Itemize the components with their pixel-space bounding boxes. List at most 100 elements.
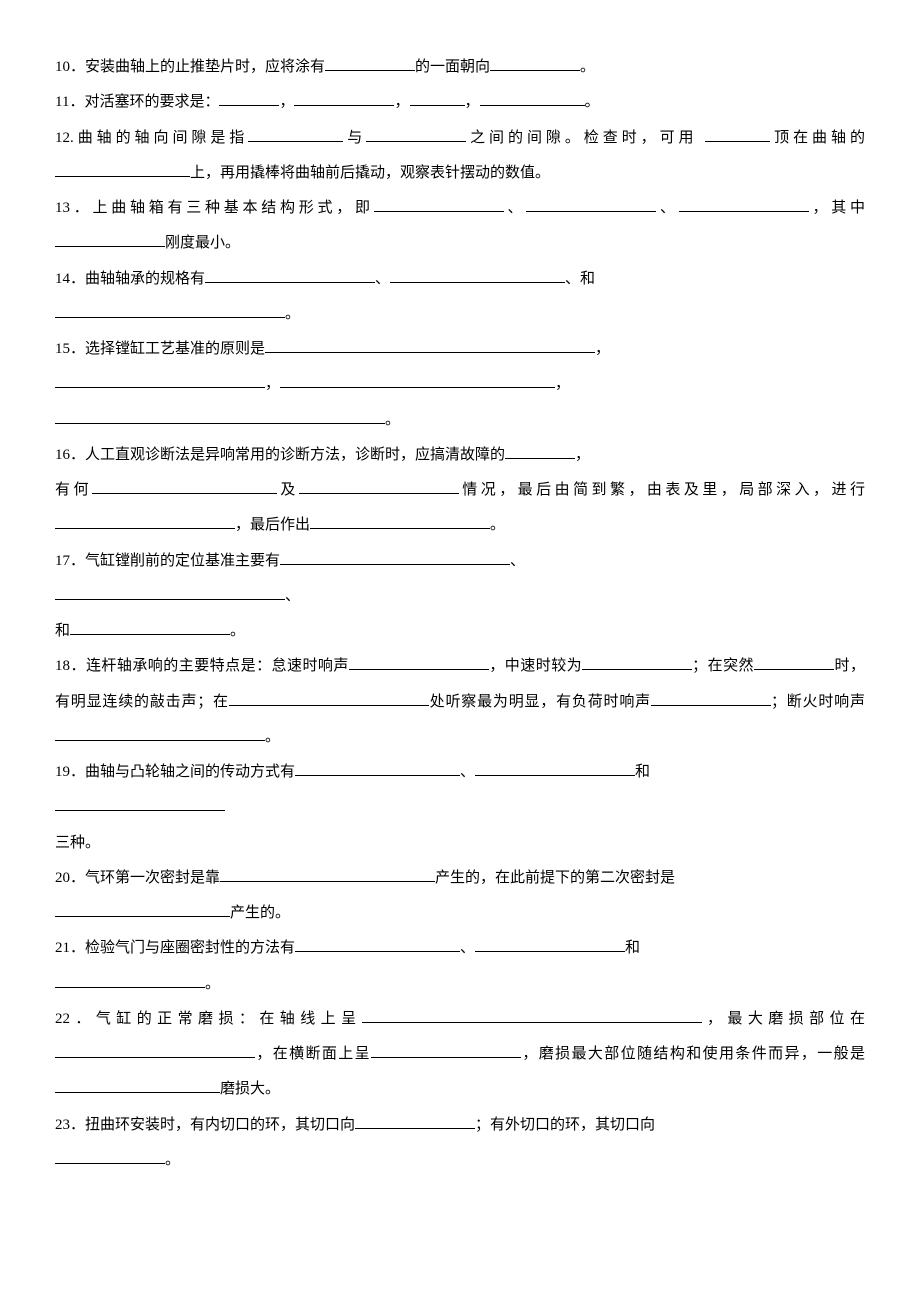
blank[interactable]	[220, 866, 435, 882]
q-num: 14．	[55, 271, 85, 287]
blank[interactable]	[366, 126, 466, 142]
blank[interactable]	[55, 901, 230, 917]
q-text: 对活塞环的要求是：	[84, 94, 219, 110]
blank[interactable]	[248, 126, 343, 142]
q-text: ；在突然	[692, 658, 754, 674]
blank[interactable]	[55, 584, 285, 600]
q-text: 气环第一次密封是靠	[85, 870, 220, 886]
q-text: 、	[285, 588, 300, 604]
q-text: 、	[510, 553, 525, 569]
q-text: 。	[285, 306, 300, 322]
blank[interactable]	[490, 55, 580, 71]
blank[interactable]	[705, 126, 770, 142]
question-11: 11．对活塞环的要求是：，，，。	[55, 85, 865, 120]
blank[interactable]	[55, 513, 235, 529]
blank[interactable]	[475, 936, 625, 952]
blank[interactable]	[55, 408, 385, 424]
q-text: 扭曲环安装时，有内切口的环，其切口向	[85, 1117, 355, 1133]
q-text: 安装曲轴上的止推垫片时，应将涂有	[85, 59, 325, 75]
blank[interactable]	[55, 1148, 165, 1164]
blank[interactable]	[55, 795, 225, 811]
blank[interactable]	[295, 936, 460, 952]
blank[interactable]	[280, 549, 510, 565]
question-22: 22．气缸的正常磨损：在轴线上呈，最大磨损部位在，在横断面上呈，磨损最大部位随结…	[55, 1002, 865, 1108]
blank[interactable]	[480, 90, 585, 106]
blank[interactable]	[679, 196, 809, 212]
q-num: 18．	[55, 658, 86, 674]
blank[interactable]	[582, 654, 692, 670]
blank[interactable]	[55, 1077, 220, 1093]
q-text: 和	[625, 940, 640, 956]
blank[interactable]	[355, 1113, 475, 1129]
q-text: 。	[585, 94, 600, 110]
question-21: 21．检验气门与座圈密封性的方法有、和。	[55, 931, 865, 1002]
q-text: 处听察最为明显，有负荷时响声	[429, 694, 651, 710]
q-text: ，其中	[809, 200, 865, 216]
q-text: 上，再用撬棒将曲轴前后撬动，观察表针摆动的数值。	[190, 165, 550, 181]
blank[interactable]	[299, 478, 459, 494]
blank[interactable]	[754, 654, 834, 670]
q-text: 。	[265, 729, 280, 745]
q-num: 23．	[55, 1117, 85, 1133]
blank[interactable]	[55, 372, 265, 388]
q-text: ，磨损最大部位随结构和使用条件而异，一般是	[521, 1046, 865, 1062]
q-text: 检验气门与座圈密封性的方法有	[85, 940, 295, 956]
question-17: 17．气缸镗削前的定位基准主要有、、和。	[55, 544, 865, 650]
blank[interactable]	[55, 1042, 255, 1058]
q-text: 和	[635, 764, 650, 780]
q-text: 。	[385, 412, 400, 428]
question-18: 18．连杆轴承响的主要特点是：怠速时响声，中速时较为；在突然时，有明显连续的敲击…	[55, 649, 865, 755]
blank[interactable]	[349, 654, 489, 670]
question-12: 12.曲轴的轴向间隙是指与之间的间隙。检查时，可用 顶在曲轴的上，再用撬棒将曲轴…	[55, 121, 865, 192]
q-text: 连杆轴承响的主要特点是：怠速时响声	[86, 658, 349, 674]
q-num: 13．	[55, 200, 93, 216]
blank[interactable]	[55, 231, 165, 247]
q-text: ，最大磨损部位在	[702, 1011, 865, 1027]
blank[interactable]	[374, 196, 504, 212]
blank[interactable]	[70, 619, 230, 635]
blank[interactable]	[280, 372, 555, 388]
q-num: 16．	[55, 447, 85, 463]
blank[interactable]	[229, 690, 429, 706]
blank[interactable]	[362, 1007, 702, 1023]
blank[interactable]	[294, 90, 394, 106]
question-16: 16．人工直观诊断法是异响常用的诊断方法，诊断时，应搞清故障的，有何及情况，最后…	[55, 438, 865, 544]
q-num: 10．	[55, 59, 85, 75]
blank[interactable]	[371, 1042, 521, 1058]
q-text: 及	[277, 482, 299, 498]
blank[interactable]	[55, 302, 285, 318]
q-text: 磨损大。	[220, 1081, 280, 1097]
q-text: 顶在曲轴的	[770, 130, 865, 146]
q-text: 。	[230, 623, 245, 639]
q-text: ，最后作出	[235, 517, 310, 533]
blank[interactable]	[219, 90, 279, 106]
blank[interactable]	[265, 337, 595, 353]
q-text: 刚度最小。	[165, 235, 240, 251]
blank[interactable]	[310, 513, 490, 529]
blank[interactable]	[475, 760, 635, 776]
blank[interactable]	[55, 972, 205, 988]
blank[interactable]	[92, 478, 277, 494]
blank[interactable]	[205, 267, 375, 283]
blank[interactable]	[295, 760, 460, 776]
blank[interactable]	[505, 443, 575, 459]
q-text: 产生的。	[230, 905, 290, 921]
question-19: 19．曲轴与凸轮轴之间的传动方式有、和三种。	[55, 755, 865, 861]
blank[interactable]	[390, 267, 565, 283]
blank[interactable]	[325, 55, 415, 71]
q-text: ，	[265, 376, 280, 392]
q-text: 有何	[55, 482, 92, 498]
q-text: 、	[375, 271, 390, 287]
q-text: ；断火时响声	[771, 694, 865, 710]
question-10: 10．安装曲轴上的止推垫片时，应将涂有的一面朝向。	[55, 50, 865, 85]
q-text: ，在横断面上呈	[255, 1046, 371, 1062]
blank[interactable]	[410, 90, 465, 106]
blank[interactable]	[651, 690, 771, 706]
blank[interactable]	[55, 725, 265, 741]
q-text: 气缸镗削前的定位基准主要有	[85, 553, 280, 569]
blank[interactable]	[55, 161, 190, 177]
q-num: 12.	[55, 130, 74, 146]
q-text: 。	[205, 976, 220, 992]
q-text: 曲轴的轴向间隙是指	[74, 130, 249, 146]
blank[interactable]	[526, 196, 656, 212]
